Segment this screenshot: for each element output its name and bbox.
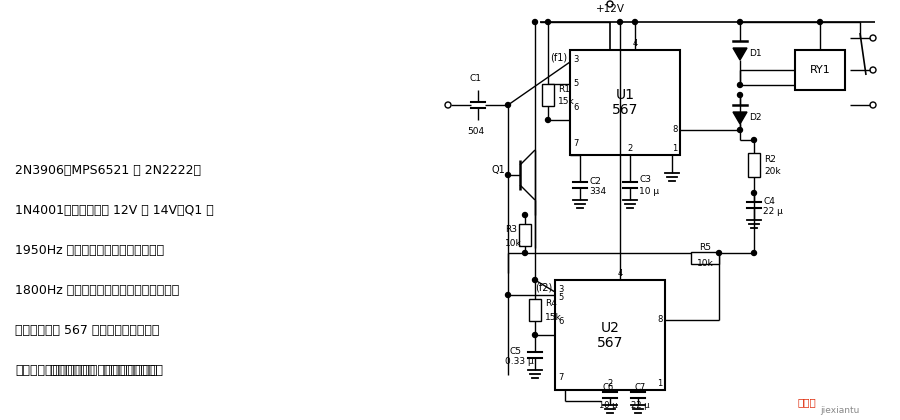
Text: D1: D1 bbox=[749, 48, 761, 58]
Text: C7: C7 bbox=[634, 383, 645, 391]
Text: 10 μ: 10 μ bbox=[639, 186, 659, 195]
Circle shape bbox=[633, 19, 637, 24]
Circle shape bbox=[737, 128, 742, 132]
Circle shape bbox=[617, 19, 623, 24]
Text: U2: U2 bbox=[600, 321, 619, 335]
Circle shape bbox=[817, 19, 823, 24]
FancyBboxPatch shape bbox=[748, 153, 760, 177]
Text: R2: R2 bbox=[764, 155, 776, 163]
Circle shape bbox=[506, 173, 510, 178]
Text: R1: R1 bbox=[558, 84, 570, 94]
Text: R5: R5 bbox=[699, 244, 711, 252]
Text: 入信号来执行简单的通／断控制功能。两个: 入信号来执行简单的通／断控制功能。两个 bbox=[15, 363, 158, 376]
Text: 4: 4 bbox=[633, 39, 637, 48]
Text: 接线图: 接线图 bbox=[798, 397, 817, 407]
Text: 3: 3 bbox=[558, 286, 563, 294]
FancyBboxPatch shape bbox=[529, 299, 541, 321]
Text: 2N3906、MPS6521 或 2N2222。: 2N3906、MPS6521 或 2N2222。 bbox=[15, 163, 201, 176]
Text: D2: D2 bbox=[749, 113, 761, 121]
Circle shape bbox=[533, 19, 537, 24]
Text: Q1: Q1 bbox=[491, 165, 505, 175]
Text: 3: 3 bbox=[573, 55, 579, 65]
Text: (f1): (f1) bbox=[550, 53, 567, 63]
FancyBboxPatch shape bbox=[691, 252, 719, 264]
Text: +12V: +12V bbox=[596, 4, 625, 14]
FancyBboxPatch shape bbox=[542, 84, 554, 106]
Text: 504: 504 bbox=[467, 127, 484, 136]
Text: 15k: 15k bbox=[558, 97, 575, 107]
Text: 1950Hz 时，使继电器释放。二极管为: 1950Hz 时，使继电器释放。二极管为 bbox=[15, 244, 164, 257]
Circle shape bbox=[737, 19, 742, 24]
Circle shape bbox=[737, 92, 742, 97]
Text: 10k: 10k bbox=[505, 239, 522, 247]
Text: 5: 5 bbox=[573, 79, 578, 87]
Text: RY1: RY1 bbox=[810, 65, 831, 75]
Text: 8: 8 bbox=[672, 126, 678, 134]
Text: 15k: 15k bbox=[545, 312, 562, 321]
Text: 567: 567 bbox=[612, 103, 638, 117]
Text: 10k: 10k bbox=[697, 259, 714, 268]
Circle shape bbox=[545, 19, 551, 24]
FancyBboxPatch shape bbox=[570, 50, 680, 155]
Text: jiexiantu: jiexiantu bbox=[820, 406, 859, 415]
Text: C6: C6 bbox=[602, 383, 614, 391]
Text: C5: C5 bbox=[510, 346, 522, 355]
Circle shape bbox=[737, 82, 742, 87]
Text: C4: C4 bbox=[763, 197, 775, 205]
Text: 7: 7 bbox=[573, 139, 579, 147]
Text: 6: 6 bbox=[558, 318, 563, 326]
Circle shape bbox=[533, 333, 537, 338]
Text: U1: U1 bbox=[616, 88, 634, 102]
Text: 1800Hz 时，使继电器吸合；在输入音调为: 1800Hz 时，使继电器吸合；在输入音调为 bbox=[15, 284, 179, 297]
Text: 6: 6 bbox=[573, 102, 579, 111]
Circle shape bbox=[716, 250, 722, 255]
Text: 7: 7 bbox=[558, 373, 563, 383]
Polygon shape bbox=[733, 112, 747, 124]
Text: C1: C1 bbox=[470, 74, 482, 83]
Circle shape bbox=[545, 118, 551, 123]
FancyBboxPatch shape bbox=[795, 50, 845, 90]
Text: 2: 2 bbox=[608, 379, 613, 388]
Text: 1: 1 bbox=[671, 144, 677, 153]
Polygon shape bbox=[733, 48, 747, 60]
Circle shape bbox=[523, 213, 527, 218]
Text: 双音控制电路  该电路经增音器输: 双音控制电路 该电路经增音器输 bbox=[50, 363, 163, 376]
Circle shape bbox=[506, 292, 510, 297]
Text: R3: R3 bbox=[505, 226, 517, 234]
Circle shape bbox=[752, 191, 757, 195]
Text: 1: 1 bbox=[657, 379, 662, 388]
Circle shape bbox=[752, 250, 757, 255]
Text: R4: R4 bbox=[545, 299, 557, 309]
Text: 1N4001。继电器可用 12V 或 14V，Q1 为: 1N4001。继电器可用 12V 或 14V，Q1 为 bbox=[15, 204, 214, 216]
Text: C2: C2 bbox=[589, 176, 601, 186]
Text: 2: 2 bbox=[627, 144, 633, 153]
FancyBboxPatch shape bbox=[555, 280, 665, 390]
Text: 20k: 20k bbox=[764, 168, 780, 176]
Text: 22 μ: 22 μ bbox=[631, 401, 649, 410]
Circle shape bbox=[533, 278, 537, 283]
Text: 8: 8 bbox=[658, 315, 663, 325]
Text: (f2): (f2) bbox=[535, 283, 552, 293]
FancyBboxPatch shape bbox=[519, 224, 531, 246]
Text: 4: 4 bbox=[617, 269, 623, 278]
Text: 567: 567 bbox=[597, 336, 623, 350]
Text: C3: C3 bbox=[639, 176, 651, 184]
Text: 10 μ: 10 μ bbox=[598, 401, 617, 410]
Text: 有自锁功能的 567 译码器在输入音调为: 有自锁功能的 567 译码器在输入音调为 bbox=[15, 323, 159, 336]
Text: 0.33 μ: 0.33 μ bbox=[505, 357, 534, 367]
Circle shape bbox=[523, 250, 527, 255]
Circle shape bbox=[752, 137, 757, 142]
Text: 334: 334 bbox=[589, 187, 606, 197]
Text: 5: 5 bbox=[558, 294, 563, 302]
Text: 22 μ: 22 μ bbox=[763, 207, 783, 216]
Circle shape bbox=[506, 102, 510, 108]
